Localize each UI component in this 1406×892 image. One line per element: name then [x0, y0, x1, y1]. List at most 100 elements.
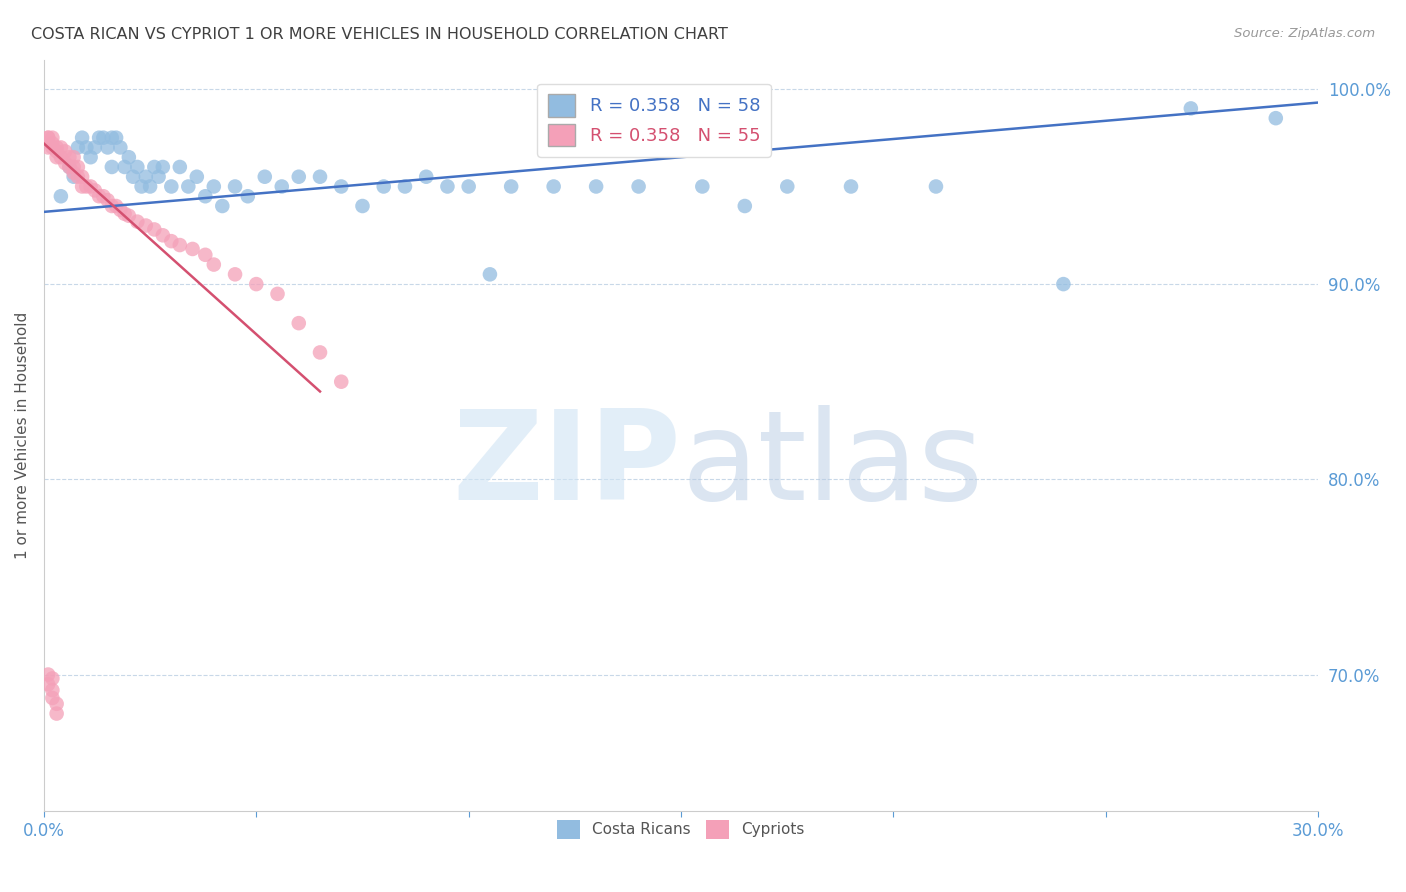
Point	[101, 130, 124, 145]
Point	[105, 199, 128, 213]
Point	[436, 179, 458, 194]
Point	[394, 179, 416, 194]
Y-axis label: 1 or more Vehicles in Household: 1 or more Vehicles in Household	[15, 312, 30, 559]
Point	[415, 169, 437, 184]
Point	[79, 179, 101, 194]
Point	[118, 150, 141, 164]
Point	[37, 130, 59, 145]
Point	[478, 268, 501, 282]
Point	[37, 130, 59, 145]
Point	[83, 183, 105, 197]
Point	[37, 667, 59, 681]
Point	[45, 706, 67, 721]
Point	[330, 179, 353, 194]
Point	[143, 160, 166, 174]
Point	[45, 145, 67, 159]
Point	[97, 193, 120, 207]
Point	[41, 683, 63, 698]
Point	[66, 169, 89, 184]
Point	[194, 248, 217, 262]
Point	[62, 160, 84, 174]
Point	[131, 179, 153, 194]
Point	[352, 199, 374, 213]
Point	[41, 690, 63, 705]
Point	[70, 179, 93, 194]
Point	[114, 207, 136, 221]
Point	[41, 136, 63, 151]
Point	[194, 189, 217, 203]
Point	[37, 140, 59, 154]
Text: atlas: atlas	[681, 405, 983, 526]
Point	[87, 189, 110, 203]
Point	[160, 179, 183, 194]
Point	[309, 345, 332, 359]
Point	[58, 150, 80, 164]
Point	[253, 169, 276, 184]
Point	[58, 160, 80, 174]
Point	[266, 286, 288, 301]
Point	[45, 697, 67, 711]
Point	[45, 140, 67, 154]
Point	[122, 169, 145, 184]
Point	[97, 140, 120, 154]
Point	[309, 169, 332, 184]
Point	[245, 277, 267, 291]
Point	[110, 202, 132, 217]
Point	[75, 179, 97, 194]
Point	[181, 242, 204, 256]
Point	[373, 179, 395, 194]
Point	[79, 150, 101, 164]
Point	[543, 179, 565, 194]
Point	[41, 130, 63, 145]
Point	[83, 140, 105, 154]
Point	[110, 140, 132, 154]
Point	[143, 222, 166, 236]
Point	[839, 179, 862, 194]
Point	[776, 179, 799, 194]
Point	[127, 214, 149, 228]
Point	[101, 160, 124, 174]
Point	[224, 268, 246, 282]
Point	[70, 169, 93, 184]
Point	[70, 130, 93, 145]
Point	[62, 150, 84, 164]
Point	[75, 140, 97, 154]
Point	[66, 140, 89, 154]
Point	[160, 234, 183, 248]
Point	[169, 238, 191, 252]
Point	[202, 258, 225, 272]
Legend: Costa Ricans, Cypriots: Costa Ricans, Cypriots	[551, 814, 811, 845]
Point	[53, 145, 76, 159]
Text: Source: ZipAtlas.com: Source: ZipAtlas.com	[1234, 27, 1375, 40]
Point	[49, 189, 72, 203]
Point	[87, 130, 110, 145]
Point	[152, 160, 174, 174]
Point	[37, 677, 59, 691]
Point	[270, 179, 292, 194]
Point	[53, 156, 76, 170]
Point	[45, 150, 67, 164]
Point	[41, 672, 63, 686]
Point	[202, 179, 225, 194]
Text: ZIP: ZIP	[453, 405, 681, 526]
Point	[152, 228, 174, 243]
Point	[224, 179, 246, 194]
Point	[236, 189, 259, 203]
Point	[177, 179, 200, 194]
Point	[925, 179, 948, 194]
Point	[501, 179, 523, 194]
Point	[1052, 277, 1074, 291]
Point	[330, 375, 353, 389]
Point	[93, 189, 115, 203]
Point	[139, 179, 162, 194]
Point	[105, 130, 128, 145]
Point	[41, 140, 63, 154]
Point	[118, 209, 141, 223]
Point	[135, 219, 157, 233]
Point	[734, 199, 756, 213]
Point	[186, 169, 208, 184]
Point	[287, 169, 309, 184]
Text: COSTA RICAN VS CYPRIOT 1 OR MORE VEHICLES IN HOUSEHOLD CORRELATION CHART: COSTA RICAN VS CYPRIOT 1 OR MORE VEHICLE…	[31, 27, 728, 42]
Point	[457, 179, 479, 194]
Point	[287, 316, 309, 330]
